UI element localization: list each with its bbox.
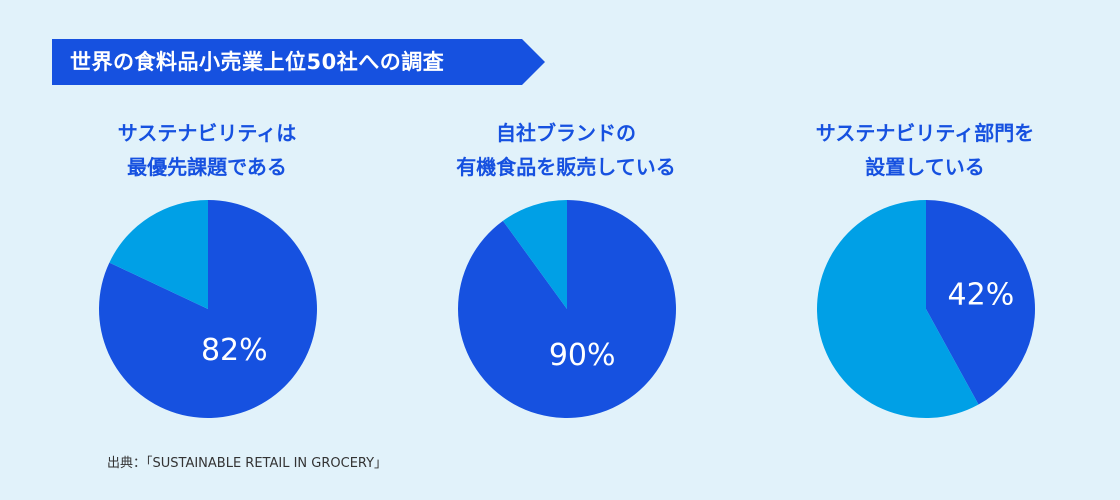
- pie-data-label: 82%: [201, 333, 268, 368]
- pie-chart: 42%: [817, 200, 1036, 418]
- pie-slice: [926, 200, 1036, 405]
- pie-title-line: 有機食品を販売している: [456, 155, 676, 179]
- pie-data-label: 90%: [549, 338, 616, 373]
- pie-title-line: 自社ブランドの: [496, 121, 636, 145]
- pie-chart: 82%: [98, 200, 317, 418]
- pie-panel-2: 自社ブランドの 有機食品を販売している 90%: [436, 0, 696, 430]
- pie-slice: [109, 200, 208, 309]
- survey-title-banner: 世界の食料品小売業上位50社への調査: [52, 39, 545, 85]
- pie-slice: [458, 200, 677, 418]
- pie-slice: [817, 200, 979, 418]
- source-note: 出典：「SUSTAINABLE RETAIL IN GROCERY」: [107, 456, 388, 471]
- pie-title: サステナビリティは 最優先課題である: [77, 116, 337, 184]
- pie-title-line: サステナビリティ部門を: [815, 121, 1035, 145]
- pie-chart: 90%: [458, 200, 677, 418]
- pie-slice: [502, 200, 567, 309]
- pie-title-line: 設置している: [865, 155, 985, 179]
- pie-slice: [98, 200, 317, 418]
- pie-title: サステナビリティ部門を 設置している: [795, 116, 1055, 184]
- pie-panel-3: サステナビリティ部門を 設置している 42%: [795, 0, 1055, 430]
- pie-title-line: サステナビリティは: [117, 121, 297, 145]
- pie-title-line: 最優先課題である: [127, 155, 287, 179]
- pie-panel-1: サステナビリティは 最優先課題である 82%: [77, 0, 337, 430]
- pie-data-label: 42%: [948, 277, 1015, 312]
- pie-title: 自社ブランドの 有機食品を販売している: [436, 116, 696, 184]
